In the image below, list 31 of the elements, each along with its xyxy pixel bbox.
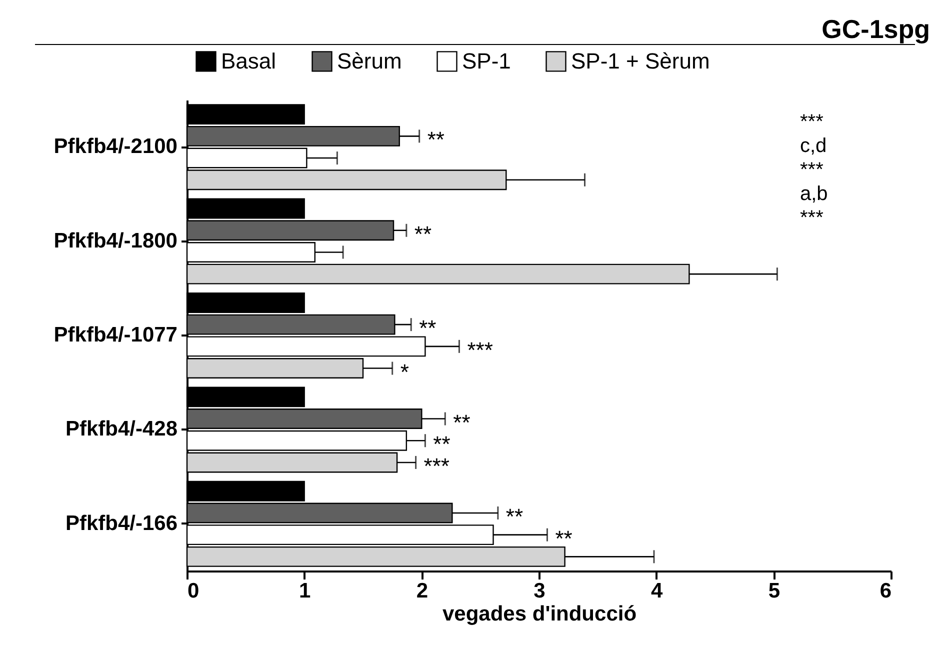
annotation: ** — [414, 221, 432, 246]
legend-label: Basal — [221, 48, 276, 74]
annotation: *** — [467, 337, 494, 362]
annotation: c,d — [800, 134, 828, 158]
legend-label: SP-1 + Sèrum — [571, 48, 710, 74]
x-tick-label: 6 — [880, 580, 892, 602]
annotation: ** — [555, 526, 573, 551]
annotation: *** — [800, 110, 824, 134]
y-tick-label: Pfkfb4/-1800 — [54, 229, 178, 252]
x-tick-label: 1 — [298, 580, 311, 602]
x-axis-title: vegades d'inducció — [442, 602, 637, 626]
annotation: a,b — [800, 182, 828, 206]
x-tick-label: 3 — [534, 580, 546, 602]
y-tick-label: Pfkfb4/-2100 — [54, 135, 178, 158]
annotation: ** — [427, 127, 445, 152]
annotation: * — [400, 359, 410, 384]
x-tick-label: 5 — [768, 580, 780, 602]
annotation: ** — [453, 410, 471, 435]
legend-label: Sèrum — [337, 48, 402, 74]
chart-title: GC-1spg — [822, 14, 930, 44]
x-tick-label: 0 — [188, 580, 200, 602]
annotation: ** — [506, 504, 524, 529]
annotation: *** — [800, 206, 824, 230]
annotation: *** — [800, 158, 824, 182]
y-tick-label: Pfkfb4/-166 — [65, 512, 178, 535]
x-tick-label: 2 — [416, 580, 428, 602]
y-tick-label: Pfkfb4/-428 — [65, 418, 178, 441]
annotation: ** — [419, 316, 437, 341]
x-tick-label: 4 — [650, 580, 663, 602]
y-tick-label: Pfkfb4/-1077 — [54, 324, 178, 346]
legend-label: SP-1 — [462, 48, 511, 74]
